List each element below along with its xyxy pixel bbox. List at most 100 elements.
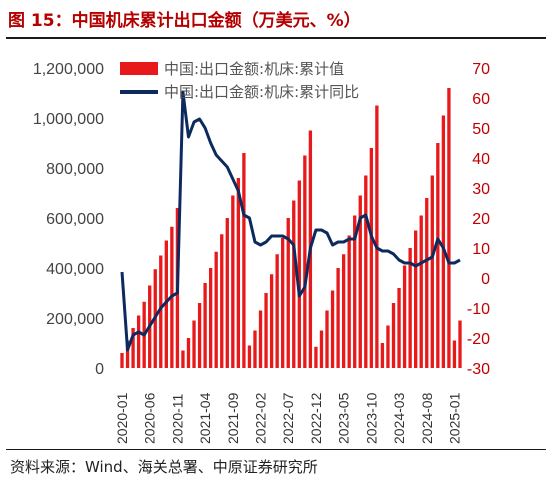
bar-2023-10 — [369, 148, 373, 368]
left-tick-label: 1,000,000 — [33, 111, 104, 128]
bar-2023-11 — [375, 105, 379, 368]
x-tick-label: 2020-11 — [169, 393, 185, 444]
right-tick-label: 10 — [472, 241, 490, 258]
right-tick-label: 50 — [472, 121, 490, 138]
bar-2022-03 — [264, 293, 268, 368]
x-tick-label: 2021-04 — [197, 392, 213, 444]
bar-2021-01 — [186, 338, 191, 368]
bar-2023-02 — [325, 310, 329, 368]
legend-bar-label: 中国:出口金额:机床:累计值 — [164, 60, 344, 78]
right-tick-label: 40 — [472, 151, 490, 168]
bar-2021-12 — [247, 345, 252, 368]
bar-2022-06 — [281, 238, 285, 368]
left-tick-label: 400,000 — [46, 261, 104, 278]
bar-2020-08 — [159, 255, 163, 368]
left-axis: 0 200,000 400,000 600,000 800,000 1,000,000 1,… — [33, 61, 104, 378]
x-tick-label: 2020-01 — [114, 392, 130, 444]
x-tick-label: 2023-05 — [336, 392, 352, 444]
bar-2022-08 — [292, 200, 296, 368]
legend: 中国:出口金额:机床:累计值 中国:出口金额:机床:累计同比 — [120, 60, 359, 101]
bar-2021-07 — [220, 234, 224, 368]
right-tick-label: 60 — [472, 91, 490, 108]
right-tick-label: 0 — [481, 271, 490, 288]
left-tick-label: 1,200,000 — [33, 61, 104, 78]
bar-2024-09 — [430, 175, 434, 368]
right-tick-label: -30 — [467, 361, 490, 378]
x-tick-label: 2024-08 — [419, 392, 435, 444]
bar-2021-05 — [208, 268, 213, 368]
bar-2023-07 — [353, 215, 357, 368]
bar-2022-09 — [297, 180, 301, 368]
left-tick-label: 0 — [95, 361, 104, 378]
figure-title: 图 15：中国机床累计出口金额（万美元、%） — [8, 11, 361, 31]
bar-2024-12 — [447, 88, 451, 368]
left-tick-label: 600,000 — [46, 211, 104, 228]
x-tick-label: 2023-10 — [363, 392, 379, 444]
bar-2023-04 — [336, 268, 340, 368]
bar-2024-07 — [419, 215, 423, 368]
bar-2021-06 — [214, 251, 218, 368]
bar-2020-02 — [125, 340, 130, 368]
bar-2024-10 — [436, 143, 440, 368]
bar-2024-05 — [408, 248, 412, 368]
bar-2021-10 — [236, 178, 241, 368]
x-tick-label: 2020-06 — [142, 392, 158, 444]
bar-2021-08 — [225, 218, 229, 368]
x-tick-label: 2022-12 — [308, 392, 324, 444]
right-tick-label: 20 — [472, 211, 490, 228]
right-tick-label: 70 — [472, 61, 490, 78]
source-note: 资料来源：Wind、海关总署、中原证券研究所 — [10, 458, 318, 476]
bar-2024-04 — [402, 265, 407, 368]
bar-2022-07 — [286, 218, 290, 368]
right-tick-label: 30 — [472, 181, 490, 198]
bar-2025-01 — [452, 340, 457, 368]
bar-2021-02 — [192, 320, 196, 368]
left-tick-label: 800,000 — [46, 161, 104, 178]
legend-bar-swatch — [120, 62, 158, 75]
bar-2020-03 — [131, 328, 135, 368]
bar-2020-04 — [136, 315, 141, 368]
bar-2024-11 — [441, 115, 446, 368]
line-series — [120, 90, 461, 352]
bar-2021-11 — [242, 153, 246, 368]
bar-2020-12 — [181, 350, 185, 368]
bar-2021-09 — [231, 195, 235, 368]
bar-2023-08 — [358, 195, 362, 368]
title-divider — [6, 37, 546, 39]
bar-2020-01 — [120, 353, 124, 368]
footer-divider — [6, 449, 546, 450]
x-axis: 2020-01 2020-06 2020-11 2021-04 2021-09 2022-… — [114, 392, 463, 444]
bar-2021-04 — [203, 283, 207, 368]
bar-2025-02 — [458, 320, 462, 368]
bar-2022-05 — [275, 254, 279, 368]
bar-2024-03 — [397, 288, 401, 368]
bar-2021-03 — [197, 303, 202, 368]
bar-2024-06 — [414, 230, 418, 368]
bar-2023-12 — [380, 343, 385, 368]
x-tick-label: 2025-01 — [447, 392, 463, 444]
x-tick-label: 2022-07 — [280, 392, 296, 444]
yoy-line — [120, 90, 461, 352]
chart: 0 200,000 400,000 600,000 800,000 1,000,000 1,… — [33, 60, 490, 444]
legend-line-label: 中国:出口金额:机床:累计同比 — [164, 83, 359, 101]
bar-2023-05 — [341, 254, 346, 368]
x-tick-label: 2024-03 — [391, 392, 407, 444]
bar-2023-03 — [330, 290, 335, 368]
bar-2023-09 — [364, 175, 368, 368]
right-tick-label: -10 — [467, 301, 490, 318]
bar-2022-12 — [314, 346, 318, 368]
bar-2024-01 — [386, 325, 390, 368]
bar-series — [120, 88, 462, 368]
bar-2020-09 — [164, 240, 168, 368]
bar-2023-06 — [347, 235, 351, 368]
bar-2024-08 — [425, 198, 429, 368]
bar-2023-01 — [319, 330, 324, 368]
bar-2022-02 — [258, 310, 263, 368]
bar-2022-04 — [269, 274, 274, 368]
left-tick-label: 200,000 — [46, 311, 104, 328]
bar-2022-10 — [303, 155, 307, 368]
right-tick-label: -20 — [467, 331, 490, 348]
bar-2024-02 — [391, 303, 396, 368]
bar-2022-01 — [253, 330, 257, 368]
x-tick-label: 2022-02 — [253, 392, 269, 444]
